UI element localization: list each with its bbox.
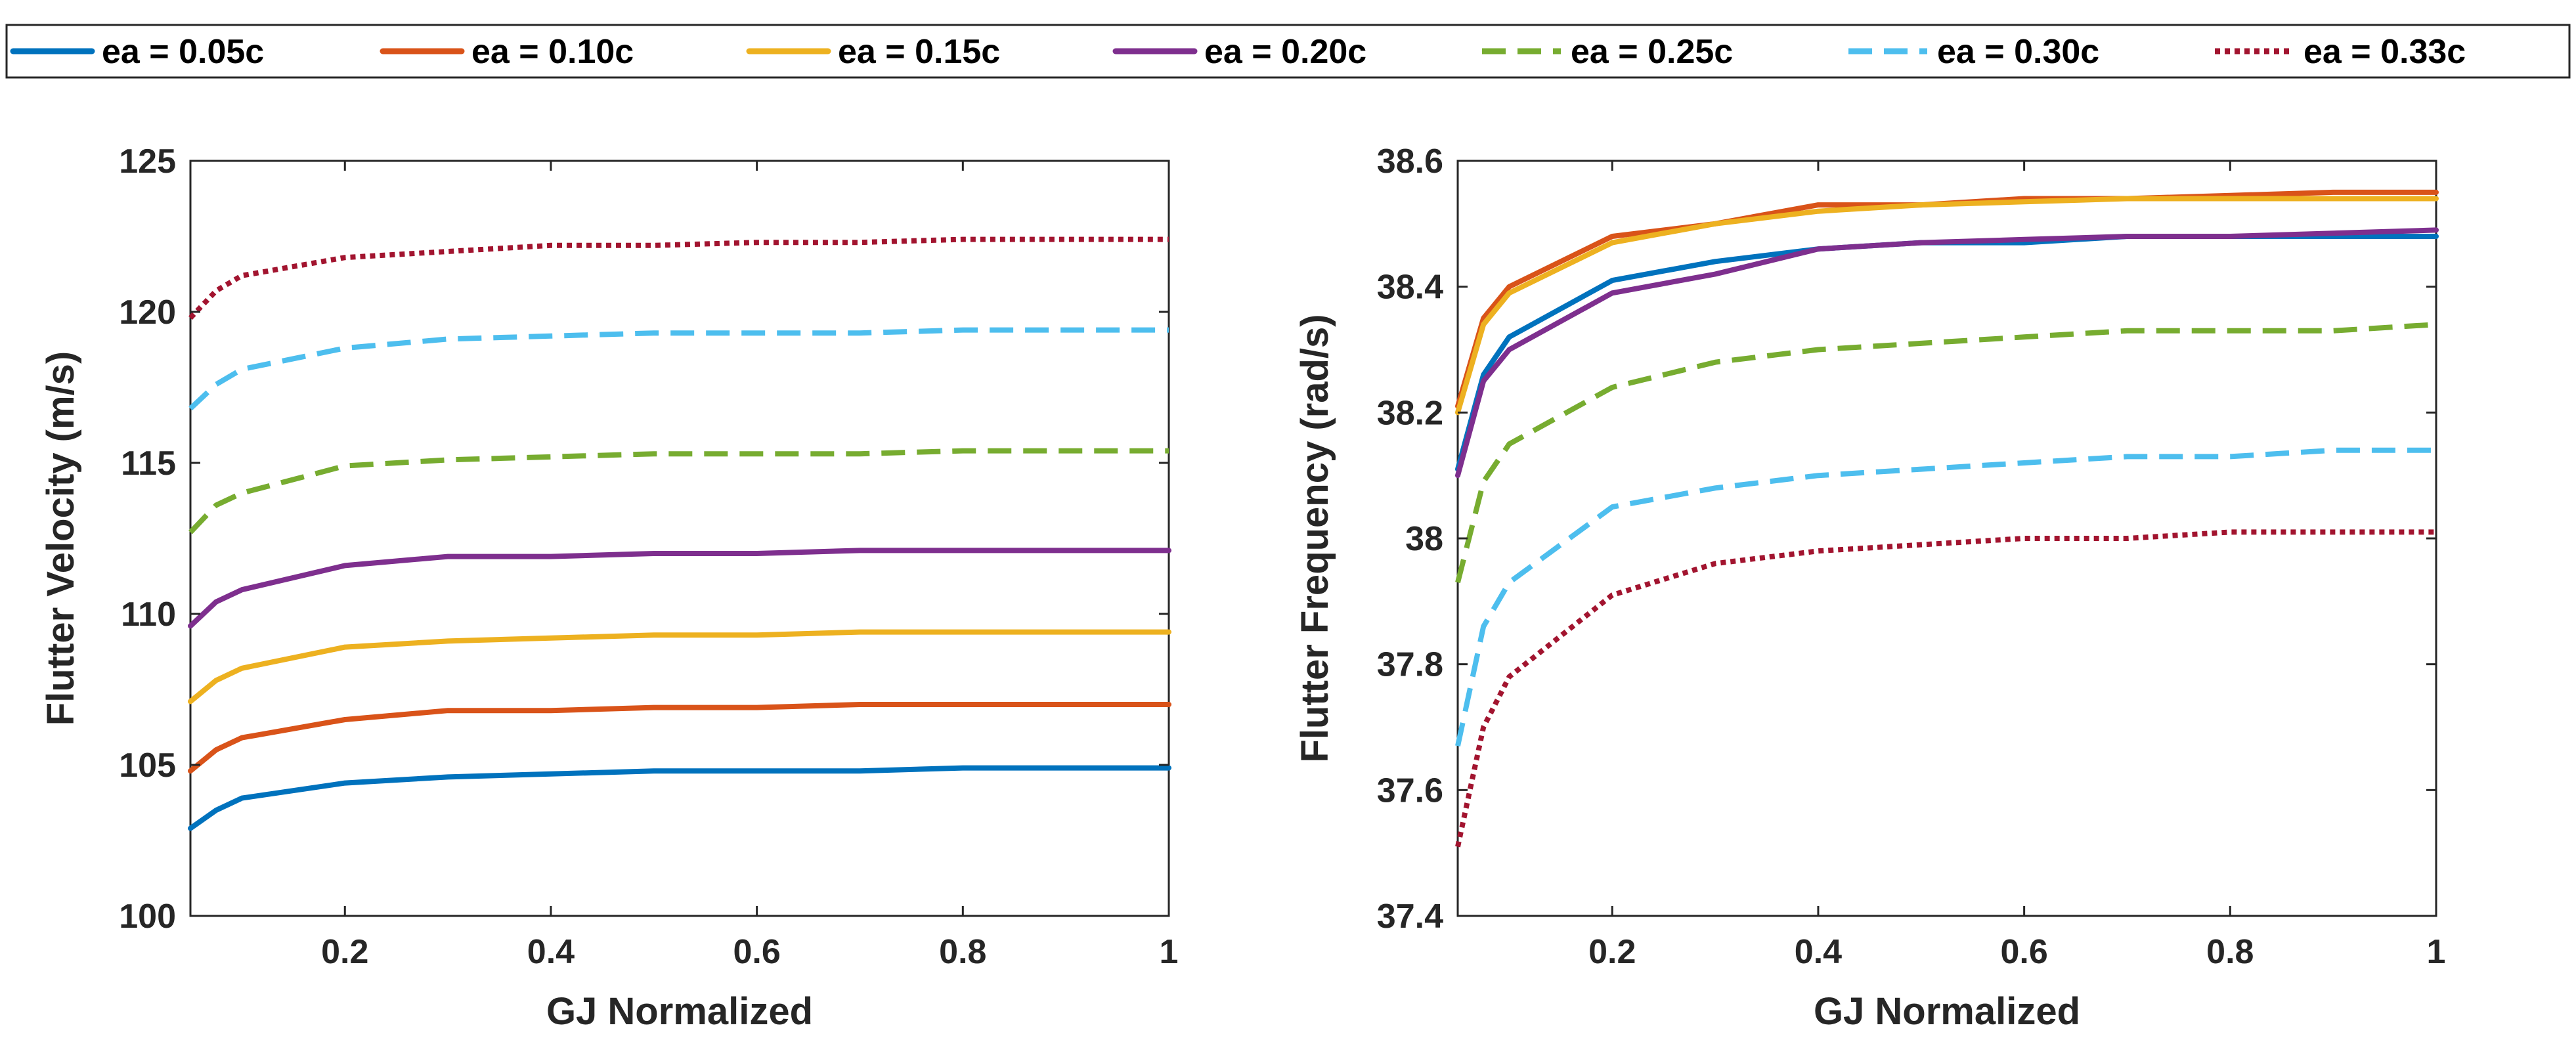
x-tick-label-frequency: 0.2: [1588, 933, 1636, 971]
series-lines-frequency: [1455, 189, 2439, 848]
legend-label-ea-0-10c: ea = 0.10c: [471, 33, 634, 71]
legend-label-ea-0-25c: ea = 0.25c: [1571, 33, 1733, 71]
series-line-ea-0-30c-frequency: [1455, 447, 2436, 747]
series-line-ea-0-15c-frequency: [1455, 196, 2439, 416]
chart-flutter-velocity: 0.2 0.4 0.6 0.8 1 100 105 110 115 120 125 GJ Norma…: [39, 142, 1178, 1033]
plot-area-right: [1456, 160, 2437, 917]
x-tick-label-velocity: 1: [1160, 933, 1179, 971]
legend-label-ea-0-20c: ea = 0.20c: [1204, 33, 1366, 71]
x-axis-label-velocity: GJ Normalized: [546, 990, 813, 1033]
axis-ticks-frequency: 0.2 0.4 0.6 0.8 1 37.4 37.6 37.8 38 38.2 38.4 38.6: [1377, 142, 2446, 971]
series-line-ea-0-33c-frequency: [1455, 529, 2436, 848]
x-tick-label-velocity: 0.6: [733, 933, 780, 971]
y-tick-label-velocity: 120: [119, 293, 176, 332]
x-tick-label-velocity: 0.4: [527, 933, 575, 971]
y-tick-label-frequency: 38.4: [1377, 269, 1443, 307]
series-line-ea-0-10c-velocity: [188, 702, 1171, 774]
y-tick-label-frequency: 37.8: [1377, 646, 1443, 684]
y-tick-label-velocity: 100: [119, 898, 176, 936]
plot-area-left: [189, 160, 1170, 917]
x-tick-label-frequency: 0.6: [2000, 933, 2047, 971]
series-line-ea-0-10c-frequency: [1455, 189, 2439, 409]
series-line-ea-0-30c-velocity: [188, 327, 1169, 411]
x-tick-label-frequency: 0.8: [2206, 933, 2254, 971]
legend-label-ea-0-33c: ea = 0.33c: [2303, 33, 2466, 71]
axis-ticks-velocity: 0.2 0.4 0.6 0.8 1 100 105 110 115 120 125: [119, 142, 1178, 971]
y-axis-label-frequency: Flutter Frequency (rad/s): [1294, 314, 1336, 762]
x-tick-label-frequency: 0.4: [1795, 933, 1842, 971]
legend-label-ea-0-05c: ea = 0.05c: [102, 33, 264, 71]
series-line-ea-0-20c-velocity: [188, 548, 1171, 629]
y-tick-label-velocity: 110: [121, 596, 176, 634]
y-tick-label-frequency: 37.4: [1377, 898, 1443, 936]
series-line-ea-0-20c-frequency: [1455, 227, 2439, 479]
legend-label-ea-0-30c: ea = 0.30c: [1937, 33, 2099, 71]
x-tick-label-velocity: 0.2: [321, 933, 368, 971]
y-tick-label-frequency: 38.2: [1377, 394, 1443, 432]
x-tick-label-velocity: 0.8: [939, 933, 986, 971]
y-tick-label-velocity: 105: [119, 747, 176, 785]
series-line-ea-0-05c-velocity: [188, 765, 1171, 831]
series-lines-velocity: [188, 236, 1171, 831]
y-tick-label-velocity: 125: [119, 142, 176, 181]
series-line-ea-0-25c-velocity: [188, 448, 1169, 534]
y-tick-label-frequency: 38.6: [1377, 142, 1443, 181]
legend: ea = 0.05c ea = 0.10c ea = 0.15c ea = 0.20c…: [5, 24, 2571, 79]
x-tick-label-frequency: 1: [2427, 933, 2446, 971]
y-tick-label-velocity: 115: [121, 444, 176, 483]
y-axis-label-velocity: Flutter Velocity (m/s): [39, 351, 82, 726]
legend-items: ea = 0.05c ea = 0.10c ea = 0.15c ea = 0.20c…: [10, 33, 2466, 71]
y-tick-label-frequency: 38: [1405, 520, 1443, 558]
y-tick-label-frequency: 37.6: [1377, 771, 1443, 810]
chart-flutter-frequency: 0.2 0.4 0.6 0.8 137.437.637.83838.238.438.6 …: [1294, 142, 2445, 1033]
x-axis-label-frequency: GJ Normalized: [1814, 990, 2080, 1033]
series-line-ea-0-25c-frequency: [1455, 322, 2437, 584]
series-line-ea-0-33c-velocity: [188, 236, 1169, 320]
series-line-ea-0-15c-velocity: [188, 629, 1171, 704]
legend-label-ea-0-15c: ea = 0.15c: [838, 33, 1000, 71]
